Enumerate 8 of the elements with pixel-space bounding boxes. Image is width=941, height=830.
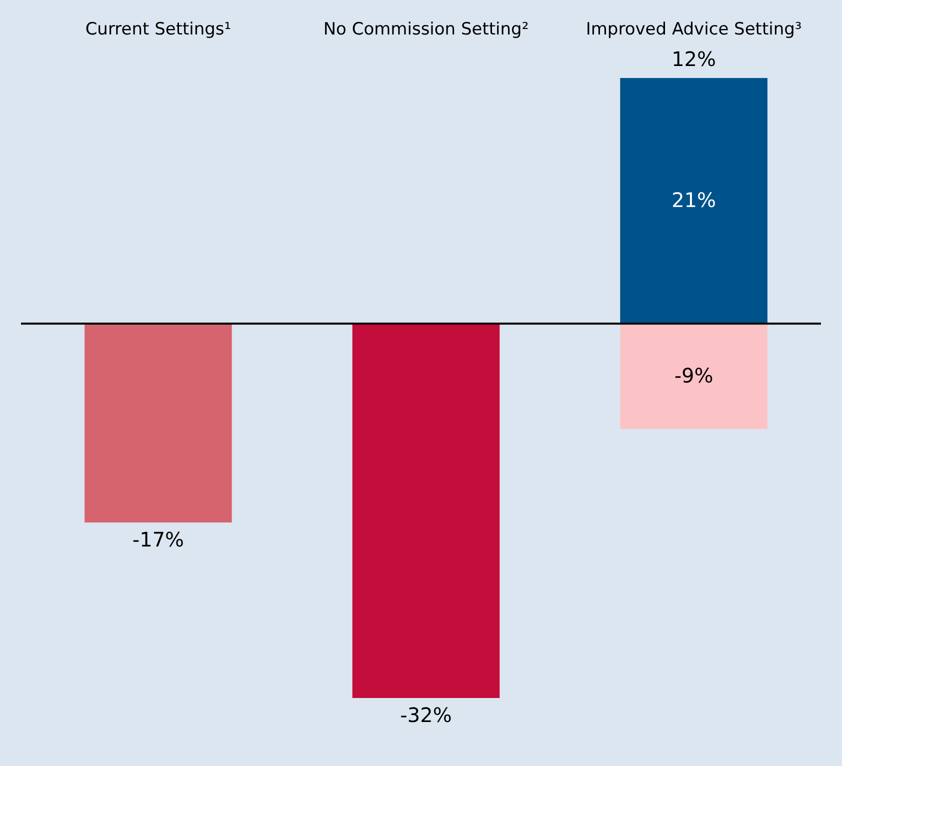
data-label: -17% — [132, 528, 184, 552]
data-label: -9% — [674, 363, 714, 388]
data-label: -32% — [400, 703, 452, 727]
data-label: 21% — [672, 188, 716, 212]
total-label: 12% — [672, 47, 716, 71]
x-tick-label: Improved Advice Setting³ — [586, 20, 802, 40]
x-tick-label: No Commission Setting² — [323, 20, 529, 40]
x-tick-label: Current Settings¹ — [85, 20, 232, 40]
